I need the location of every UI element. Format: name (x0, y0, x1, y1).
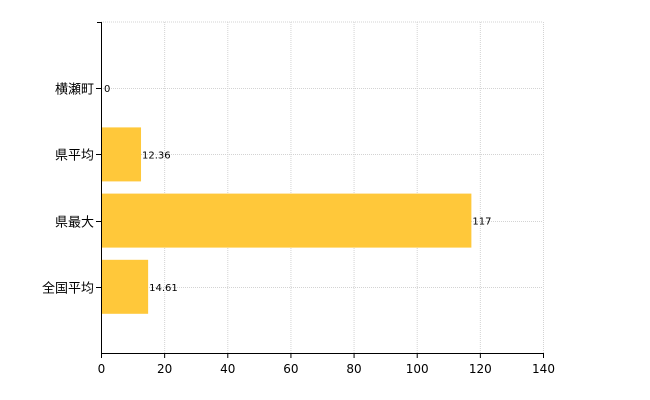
category-label: 県最大 (55, 216, 94, 231)
grid (101, 21, 544, 353)
data-label: 12.36 (142, 150, 171, 161)
x-tick-label: 120 (469, 362, 492, 376)
x-tick-label: 60 (283, 362, 298, 376)
x-tick-label: 40 (220, 362, 235, 376)
data-label: 14.61 (149, 283, 178, 294)
category-label: 横瀬町 (55, 83, 94, 98)
x-tick-label: 100 (406, 362, 429, 376)
x-tick-label: 140 (532, 362, 555, 376)
data-label: 117 (472, 217, 491, 228)
bar (102, 193, 472, 248)
bars (102, 127, 472, 314)
category-label: 全国平均 (42, 281, 94, 297)
bar (102, 259, 149, 314)
x-tick-label: 80 (346, 362, 361, 376)
axes (96, 22, 544, 358)
bar (102, 127, 142, 182)
data-label: 0 (104, 84, 110, 95)
category-label: 県平均 (55, 149, 94, 164)
x-tick-label: 20 (157, 362, 172, 376)
x-tick-label: 0 (98, 362, 106, 376)
labels: 0 12.36 117 14.61 0 20 40 60 80 100 120 140 横瀬町県平均県最… (42, 83, 555, 377)
